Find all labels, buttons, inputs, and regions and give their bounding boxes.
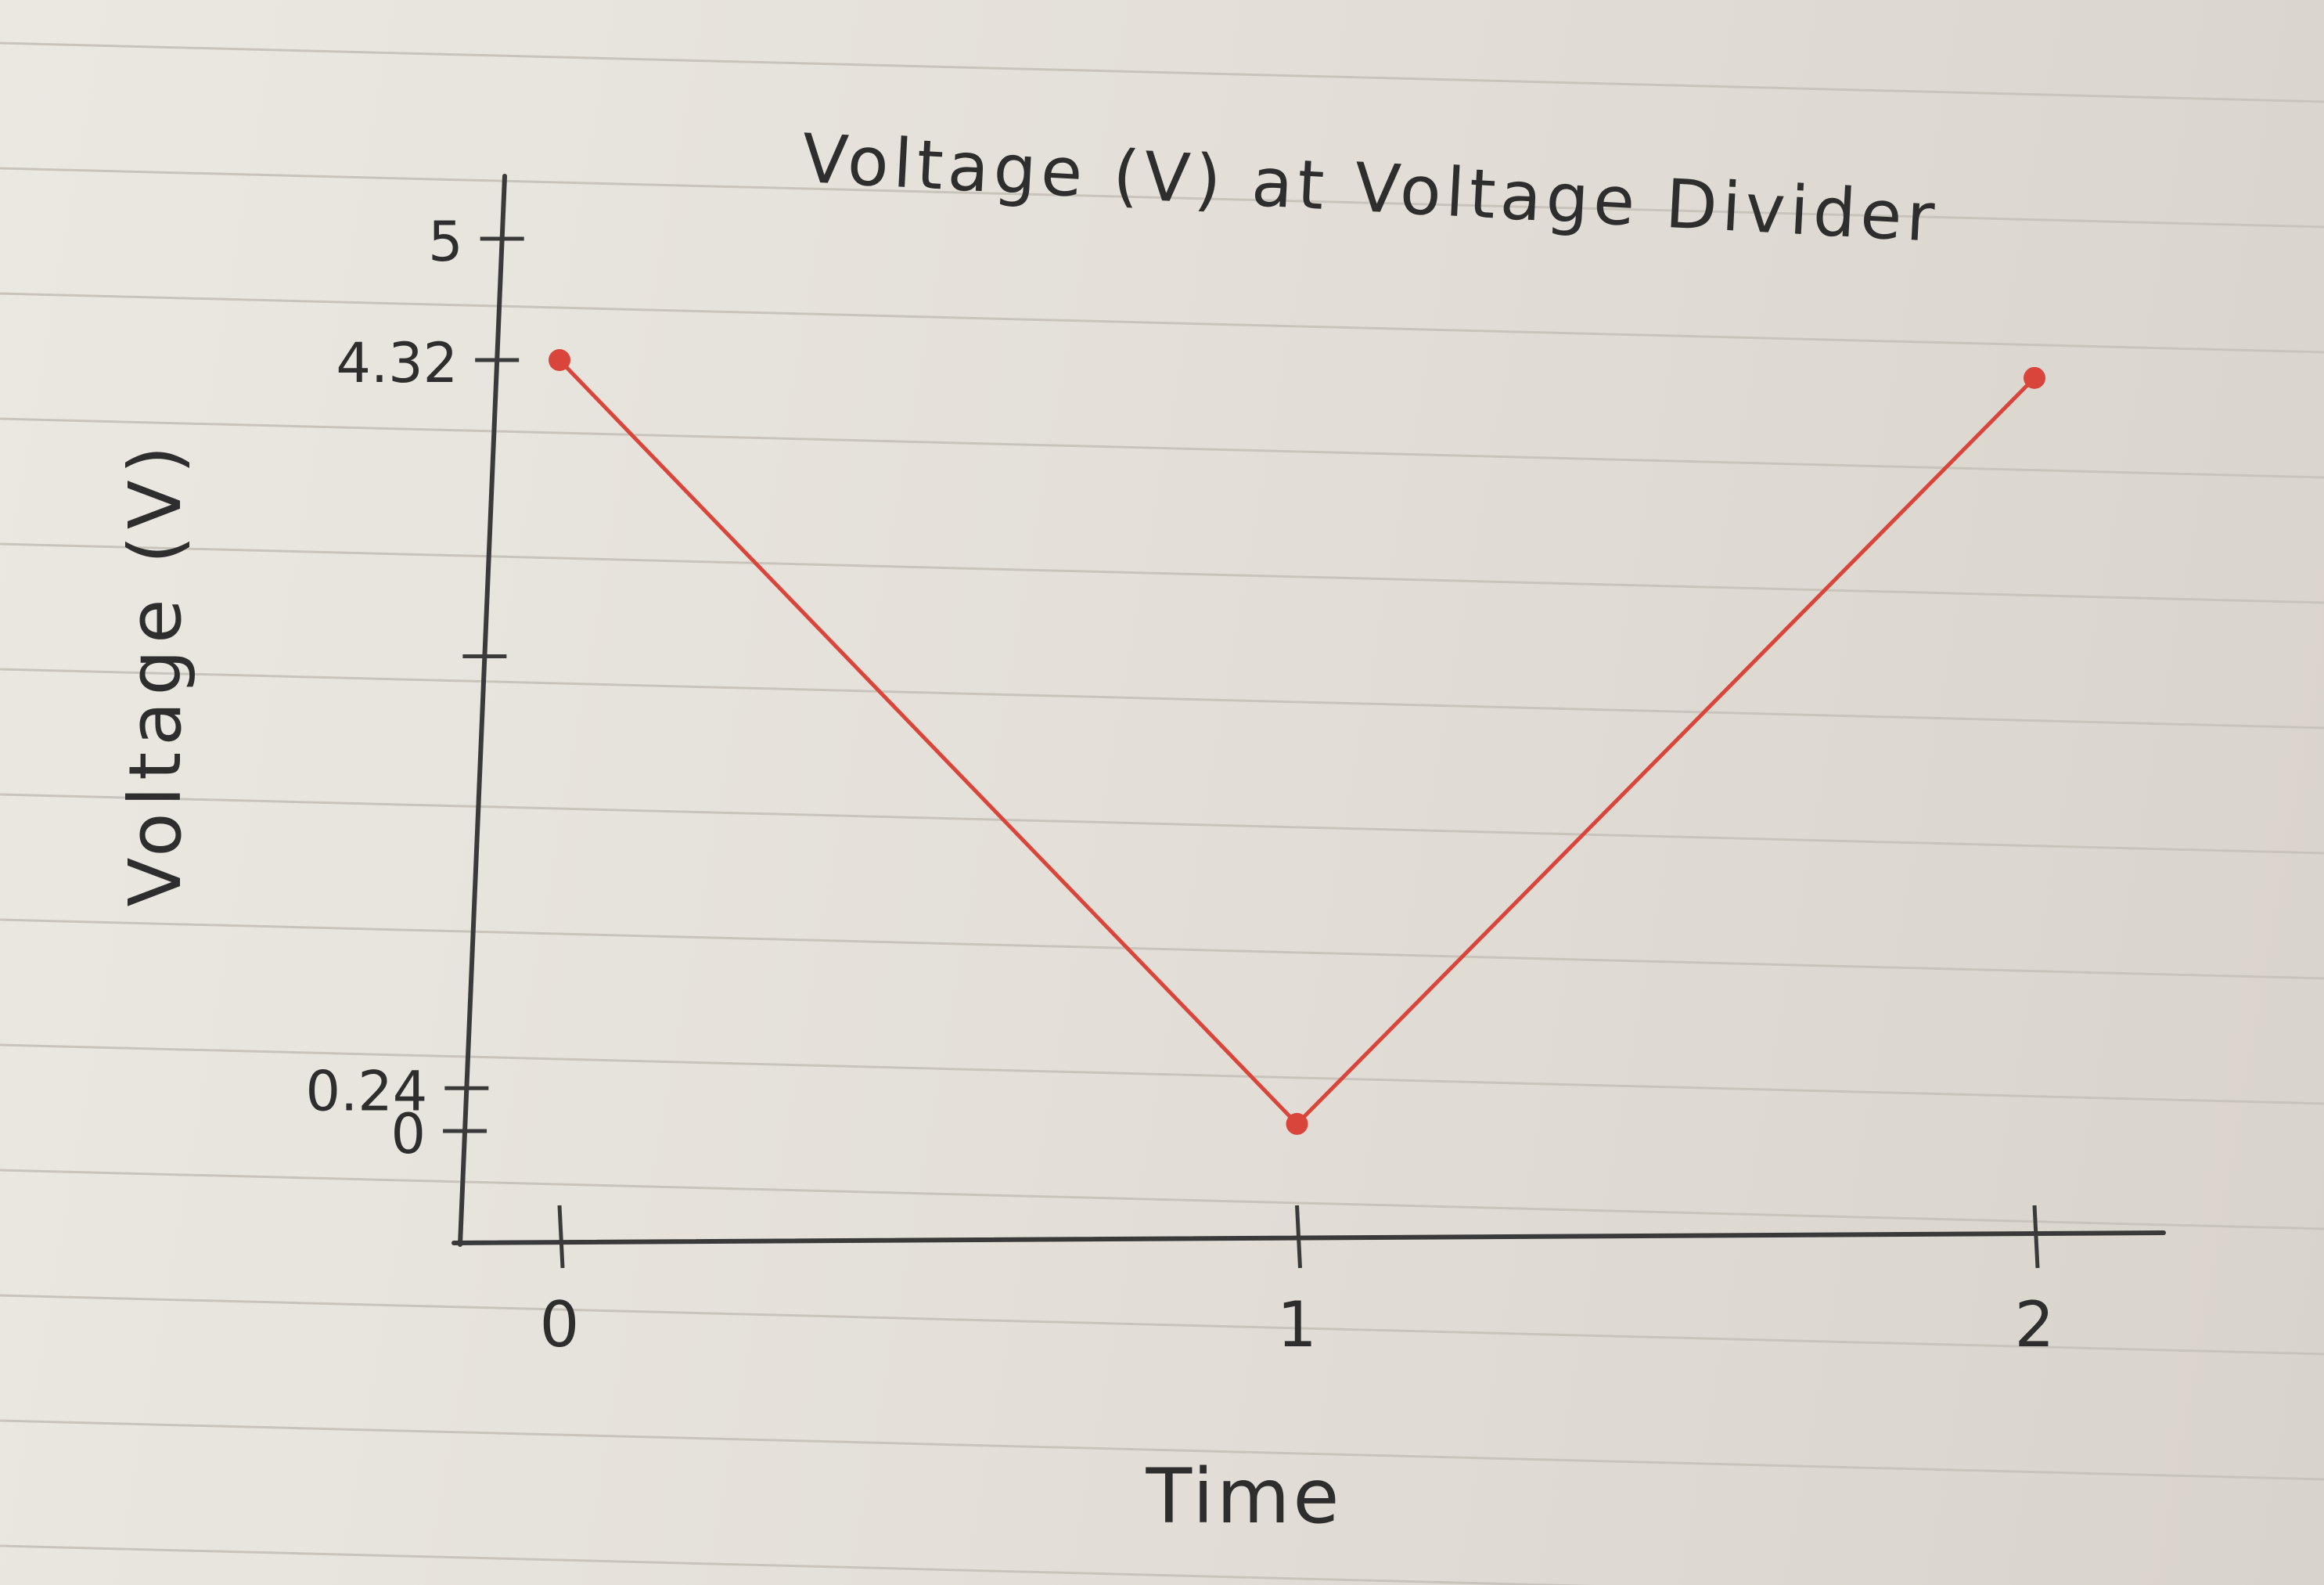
data-point: [2024, 366, 2045, 389]
data-point: [549, 349, 570, 372]
x-tick: [1295, 1205, 1302, 1269]
data-point: [1286, 1112, 1308, 1135]
ruled-lines: [0, 41, 2324, 1585]
ruled-line: [0, 668, 2324, 729]
y-axis-line: [458, 174, 507, 1247]
x-tick-label: 0: [540, 1288, 580, 1361]
y-tick-label: 5: [428, 210, 463, 274]
x-axis-line: [451, 1230, 2166, 1245]
ruled-line: [0, 1544, 1596, 1585]
x-tick: [2032, 1205, 2040, 1269]
y-tick-label: 0.24: [305, 1059, 427, 1123]
ruled-line: [0, 167, 2324, 229]
ruled-line: [0, 417, 2324, 479]
x-tick-label: 1: [1277, 1288, 1317, 1361]
series: [549, 349, 2045, 1135]
ruled-line: [0, 1294, 2324, 1356]
y-tick-label: 4.32: [336, 331, 458, 395]
chart-title: Voltage (V) at Voltage Divider: [800, 120, 1941, 258]
ruled-line: [0, 918, 2324, 980]
y-axis-label: Voltage (V): [113, 439, 197, 906]
ruled-line: [0, 793, 2324, 855]
ruled-line: [0, 1043, 2324, 1105]
ruled-line: [0, 292, 2324, 354]
x-axis-label: Time: [1146, 1453, 1343, 1540]
axes: [451, 174, 2166, 1247]
y-tick-label: 0: [391, 1102, 426, 1166]
ruled-line: [0, 1169, 2324, 1230]
x-tick-label: 2: [2015, 1288, 2055, 1361]
x-tick: [557, 1205, 565, 1269]
ruled-line: [0, 542, 2324, 604]
series-line: [558, 358, 2036, 1126]
ruled-line: [0, 1419, 2324, 1481]
ruled-line: [0, 41, 2324, 103]
